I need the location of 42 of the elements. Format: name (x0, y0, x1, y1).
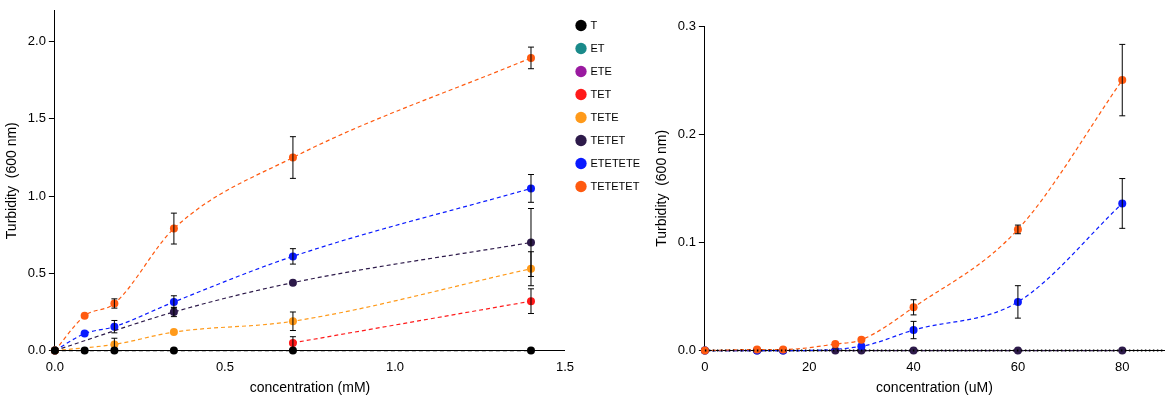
point (288, 278, 297, 287)
y-axis-title: Turbidity (600 nm) (3, 122, 20, 240)
y-axis-title: Turbidity (600 nm) (653, 129, 670, 247)
point (1013, 346, 1022, 355)
y-tick-label: 2.0 (27, 33, 46, 49)
x-tick-label: 40 (906, 358, 921, 374)
x-tick-label: 20 (801, 358, 817, 374)
x-tick-label: 80 (1115, 358, 1130, 374)
x-tick-label: 1.5 (555, 358, 575, 374)
x-axis-title: concentration (mM) (249, 379, 371, 396)
x-tick-label: 60 (1010, 358, 1026, 374)
legend-label: TET (590, 87, 612, 100)
legend-label: ETE (590, 64, 612, 77)
y-tick-label: 0.0 (677, 342, 696, 358)
y-tick-label: 0.5 (27, 264, 46, 280)
legend-label: TETETET (590, 179, 640, 192)
x-tick-label: 0.0 (45, 358, 64, 374)
point (80, 329, 89, 338)
x-tick-label: 0.5 (215, 358, 234, 374)
y-tick-label: 1.5 (27, 110, 46, 126)
y-tick-label: 0.1 (677, 233, 696, 249)
y-tick-label: 1.0 (27, 187, 46, 203)
y-tick-label: 0.3 (677, 17, 696, 33)
point (169, 346, 178, 355)
point (857, 335, 866, 344)
point (831, 340, 840, 349)
point (169, 328, 178, 337)
legend-label: TETE (590, 110, 619, 123)
point (1118, 346, 1127, 355)
point (80, 311, 89, 320)
point (909, 346, 918, 355)
point (80, 346, 89, 355)
x-tick-label: 0 (701, 358, 709, 374)
x-tick-label: 1.0 (385, 358, 404, 374)
legend-label: TETET (590, 133, 626, 146)
legend-label: T (590, 18, 598, 31)
point (526, 346, 535, 355)
legend-label: ETETETE (590, 156, 641, 169)
x-axis-title: concentration (uM) (876, 379, 993, 396)
legend-label: ET (590, 41, 605, 54)
y-tick-label: 0.2 (677, 125, 696, 141)
y-tick-label: 0.0 (27, 342, 46, 358)
